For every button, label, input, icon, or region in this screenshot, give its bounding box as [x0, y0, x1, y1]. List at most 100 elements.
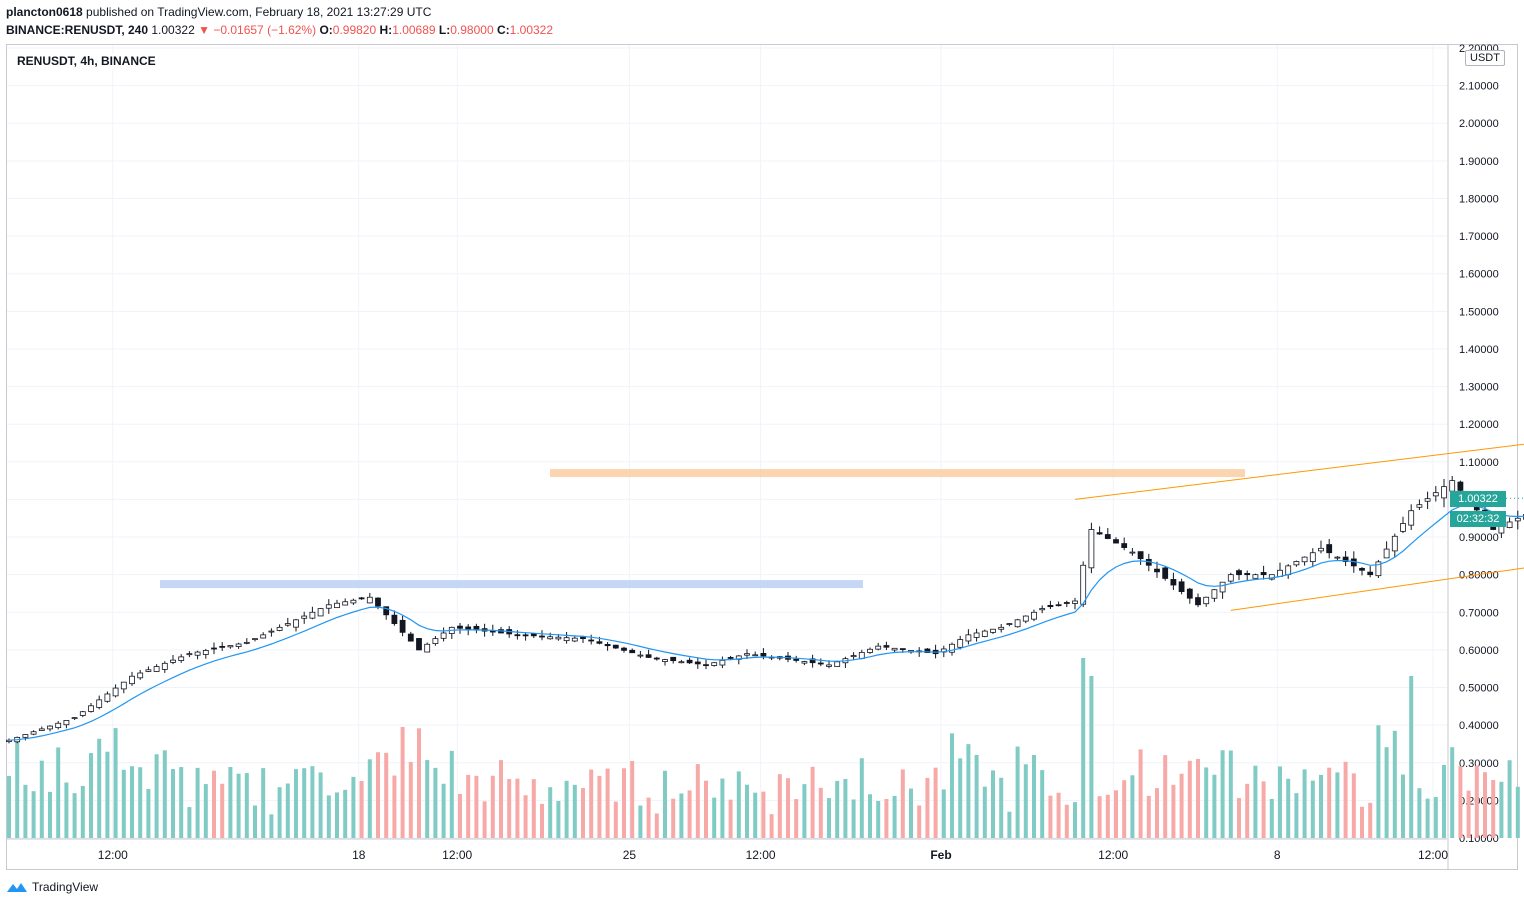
volume-bar — [827, 798, 831, 838]
volume-bar — [646, 797, 651, 838]
volume-bar — [589, 769, 594, 838]
volume-bar — [261, 768, 266, 838]
candle-body — [1326, 544, 1333, 554]
volume-bar — [310, 766, 315, 838]
candle-body — [211, 647, 217, 650]
candle-body — [645, 654, 652, 658]
candle-body — [834, 661, 841, 667]
currency-box[interactable]: USDT — [1465, 50, 1505, 66]
candle-body — [1178, 581, 1185, 592]
volume-bar — [794, 799, 799, 838]
candle-body — [539, 635, 545, 638]
volume-bar — [376, 752, 380, 838]
volume-bar — [859, 758, 864, 838]
volume-bar — [884, 798, 889, 838]
volume-bar — [1384, 747, 1389, 838]
x-tick-label: 12:00 — [98, 848, 128, 862]
y-tick-label: 0.70000 — [1459, 607, 1499, 619]
candle-body — [694, 661, 701, 665]
volume-bar — [531, 779, 536, 838]
volume-bar — [367, 759, 372, 838]
volume-bar — [892, 795, 897, 838]
volume-bar — [564, 780, 569, 838]
volume-bar — [154, 754, 159, 838]
volume-bar — [851, 799, 856, 838]
volume-bar — [1032, 754, 1036, 838]
volume-bar — [630, 760, 635, 838]
x-tick-label: 18 — [352, 848, 366, 862]
volume-bar — [15, 741, 20, 838]
volume-bar — [1155, 788, 1159, 838]
x-tick-label: 12:00 — [1418, 848, 1448, 862]
y-tick-label: 2.00000 — [1459, 118, 1499, 130]
high-label: H: — [379, 23, 393, 37]
candle-body — [96, 699, 103, 708]
volume-bar — [679, 793, 684, 838]
volume-bar — [269, 814, 274, 838]
volume-bar — [146, 789, 151, 838]
candle-body — [1457, 481, 1464, 491]
candle-body — [522, 634, 529, 637]
candle-body — [186, 653, 193, 656]
y-tick-label: 0.60000 — [1459, 645, 1499, 657]
volume-bar — [786, 778, 790, 838]
candle-body — [514, 634, 521, 637]
x-tick-label: 12:00 — [442, 848, 472, 862]
candle-body — [284, 623, 291, 626]
volume-bar — [56, 747, 61, 838]
volume-bar — [499, 760, 503, 838]
volume-bar — [622, 768, 626, 838]
volume-bar — [1114, 790, 1118, 838]
tradingview-logo-icon — [7, 883, 27, 892]
volume-bar — [909, 788, 913, 838]
y-tick-label: 1.60000 — [1459, 269, 1499, 281]
volume-bar — [1269, 798, 1274, 838]
candle-body — [1391, 535, 1398, 552]
volume-bar — [1130, 775, 1135, 838]
volume-bar — [244, 773, 249, 838]
volume-bar — [1507, 760, 1512, 838]
brand-name[interactable]: TradingView — [32, 880, 99, 894]
candle-body — [727, 657, 734, 659]
volume-bar — [1261, 781, 1266, 838]
candle-body — [47, 725, 53, 730]
author-name[interactable]: plancton0618 — [6, 5, 83, 19]
candle-body — [563, 637, 570, 642]
volume-bar — [1294, 793, 1299, 838]
candle-body — [752, 654, 759, 657]
candle-body — [301, 615, 308, 619]
candle-body — [801, 661, 808, 664]
candle-body — [809, 658, 816, 664]
volume-bar — [1425, 798, 1430, 838]
candle-body — [744, 653, 750, 656]
volume-bar — [121, 769, 126, 838]
volume-bar — [23, 784, 28, 838]
candle-body — [63, 720, 70, 726]
volume-bar — [1171, 784, 1176, 838]
volume-bar — [343, 789, 348, 838]
volume-bar — [228, 767, 233, 838]
candle-body — [1285, 565, 1292, 576]
volume-bar — [1286, 778, 1291, 838]
candle-body — [309, 611, 316, 619]
volume-bar — [1442, 765, 1446, 838]
candle-body — [1318, 547, 1324, 552]
chart-frame[interactable] — [6, 44, 1518, 870]
volume-bar — [687, 790, 692, 838]
volume-bar — [400, 726, 405, 838]
volume-bar — [1146, 795, 1151, 838]
y-tick-label: 1.10000 — [1459, 457, 1499, 469]
candle-body — [1170, 579, 1177, 586]
volume-bar — [1138, 749, 1143, 838]
candle-body — [1416, 504, 1423, 508]
volume-bar — [1187, 760, 1192, 838]
rising-channel-upper-line — [1074, 443, 1524, 500]
volume-bar — [1278, 766, 1282, 838]
candle-body — [432, 638, 439, 644]
volume-bar — [171, 768, 175, 838]
candle-body — [424, 643, 431, 653]
candle-body — [202, 650, 209, 655]
volume-bar — [1335, 772, 1340, 838]
candle-body — [1383, 548, 1390, 559]
